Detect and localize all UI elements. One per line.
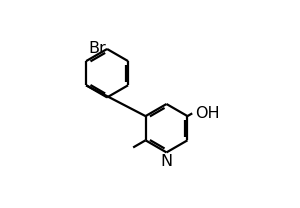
- Text: OH: OH: [195, 106, 220, 121]
- Text: N: N: [160, 154, 172, 168]
- Text: Br: Br: [88, 41, 106, 56]
